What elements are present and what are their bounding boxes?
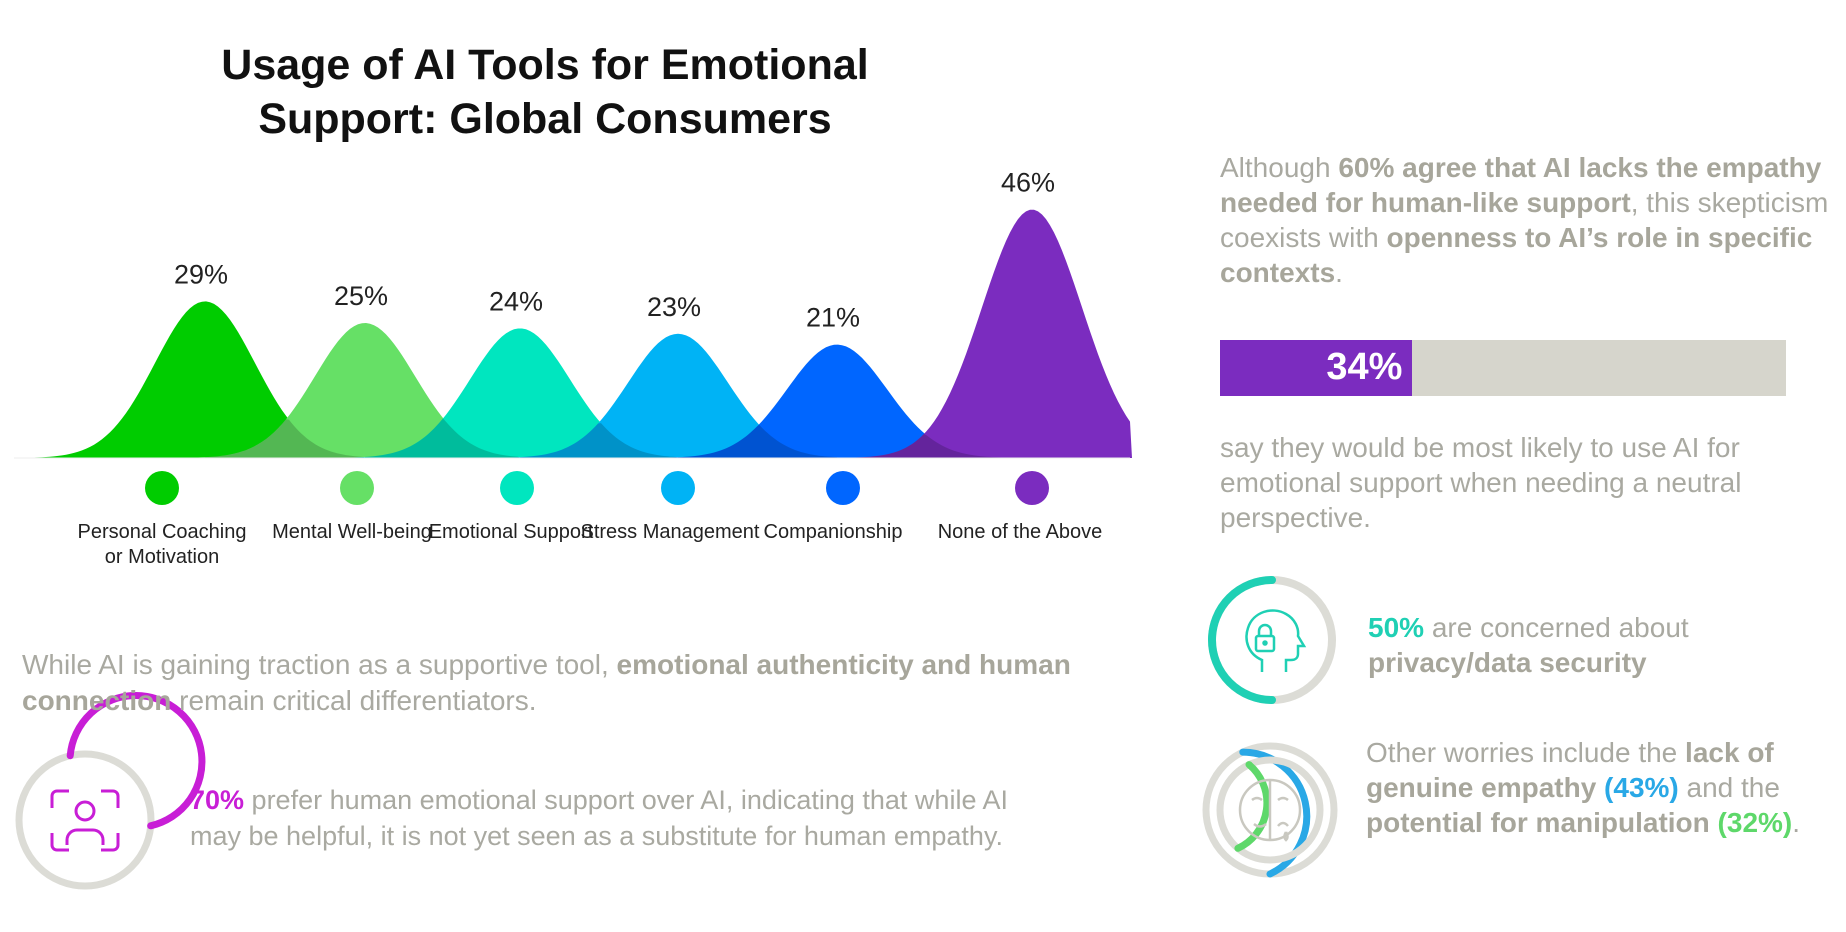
category-label: Personal Coaching or Motivation — [77, 521, 247, 568]
human-support-ring — [15, 692, 206, 890]
worries-emphasis: potential for manipulation — [1366, 807, 1710, 838]
hump-overlap-1 — [205, 419, 365, 458]
hump-1 — [14, 301, 1132, 458]
category-label: Companionship — [763, 521, 903, 543]
right-intro: Although 60% agree that AI lacks the emp… — [1220, 150, 1830, 290]
mask-icon — [1238, 778, 1302, 842]
value-label: 21% — [806, 303, 860, 333]
legend-dot-4 — [661, 471, 695, 505]
worries-text: Other worries include the — [1366, 737, 1686, 768]
privacy-ring-progress — [1208, 576, 1276, 704]
category-label: Stress Management — [580, 521, 760, 543]
hump-5 — [14, 344, 1132, 458]
manipulation-ring-progress — [1234, 761, 1271, 852]
chart-plot-area — [14, 209, 1132, 458]
human-support-percent: 70% — [190, 785, 245, 815]
manipulation-percent: (32%) — [1717, 807, 1793, 838]
value-label: 46% — [1001, 168, 1055, 198]
worries-rings — [1202, 742, 1338, 878]
head-lock-icon — [1245, 609, 1307, 672]
human-support-text: prefer human emotional support over AI, … — [190, 785, 1008, 851]
worries-text: and the — [1678, 772, 1780, 803]
hump-overlap-2 — [365, 418, 520, 458]
privacy-emphasis: privacy/data security — [1368, 647, 1647, 678]
privacy-note: 50% are concerned about privacy/data sec… — [1368, 610, 1818, 680]
legend-markers — [145, 471, 1049, 505]
human-support-note: 70% prefer human emotional support over … — [190, 782, 1020, 854]
neutral-bar-caption: say they would be most likely to use AI … — [1220, 432, 1742, 533]
worries-emphasis: lack of genuine empathy — [1366, 737, 1774, 803]
intro-emphasis: 60% agree that AI lacks the empathy need… — [1220, 152, 1822, 218]
legend-dot-3 — [500, 471, 534, 505]
left-note-text: While AI is gaining traction as a suppor… — [22, 649, 617, 680]
category-label: Mental Well-being — [272, 521, 432, 543]
privacy-percent: 50% — [1368, 612, 1425, 643]
value-label: 24% — [489, 286, 543, 316]
hump-overlap-3 — [520, 423, 678, 458]
value-label: 25% — [334, 281, 388, 311]
intro-text: . — [1335, 257, 1343, 288]
value-label: 23% — [647, 292, 701, 322]
hump-overlap-4 — [678, 424, 837, 458]
value-labels: 29% 25% 24% 23% 21% 46% — [174, 168, 1055, 333]
hump-2 — [14, 323, 1132, 458]
chart-overlap-layer — [205, 418, 1032, 458]
person-frame-icon — [50, 789, 120, 852]
intro-text: , this skepticism coexists with — [1220, 187, 1829, 253]
legend-dot-2 — [340, 471, 374, 505]
worries-note: Other worries include the lack of genuin… — [1366, 735, 1826, 840]
neutral-bar-fill: 34% — [1220, 340, 1413, 396]
privacy-ring — [1208, 576, 1336, 704]
intro-text: Although — [1220, 152, 1339, 183]
worries-text: . — [1792, 807, 1801, 838]
legend-dot-1 — [145, 471, 179, 505]
category-label: None of the Above — [937, 521, 1103, 543]
human-ring-track — [15, 750, 155, 890]
value-label: 29% — [174, 259, 228, 289]
intro-emphasis: openness to AI’s role in specific contex… — [1220, 222, 1813, 288]
legend-dot-6 — [1015, 471, 1049, 505]
manipulation-ring-track — [1216, 756, 1324, 864]
human-ring-progress — [66, 692, 206, 830]
chart-title: Usage of AI Tools for Emotional Support:… — [221, 41, 869, 143]
hump-6 — [14, 209, 1132, 458]
empathy-percent: (43%) — [1604, 772, 1679, 803]
left-note: While AI is gaining traction as a suppor… — [22, 647, 1072, 719]
hump-3 — [14, 328, 1132, 458]
category-label: Emotional Support — [428, 521, 594, 543]
neutral-bar-track: 34% — [1220, 340, 1786, 396]
neutral-bar-value: 34% — [1326, 346, 1403, 388]
hump-overlap-5 — [837, 433, 1032, 458]
legend-dot-5 — [826, 471, 860, 505]
left-note-emphasis: emotional authenticity and human connect… — [22, 649, 1071, 716]
left-note-text: remain critical differentiators. — [171, 685, 537, 716]
privacy-text: are concerned about — [1424, 612, 1689, 643]
